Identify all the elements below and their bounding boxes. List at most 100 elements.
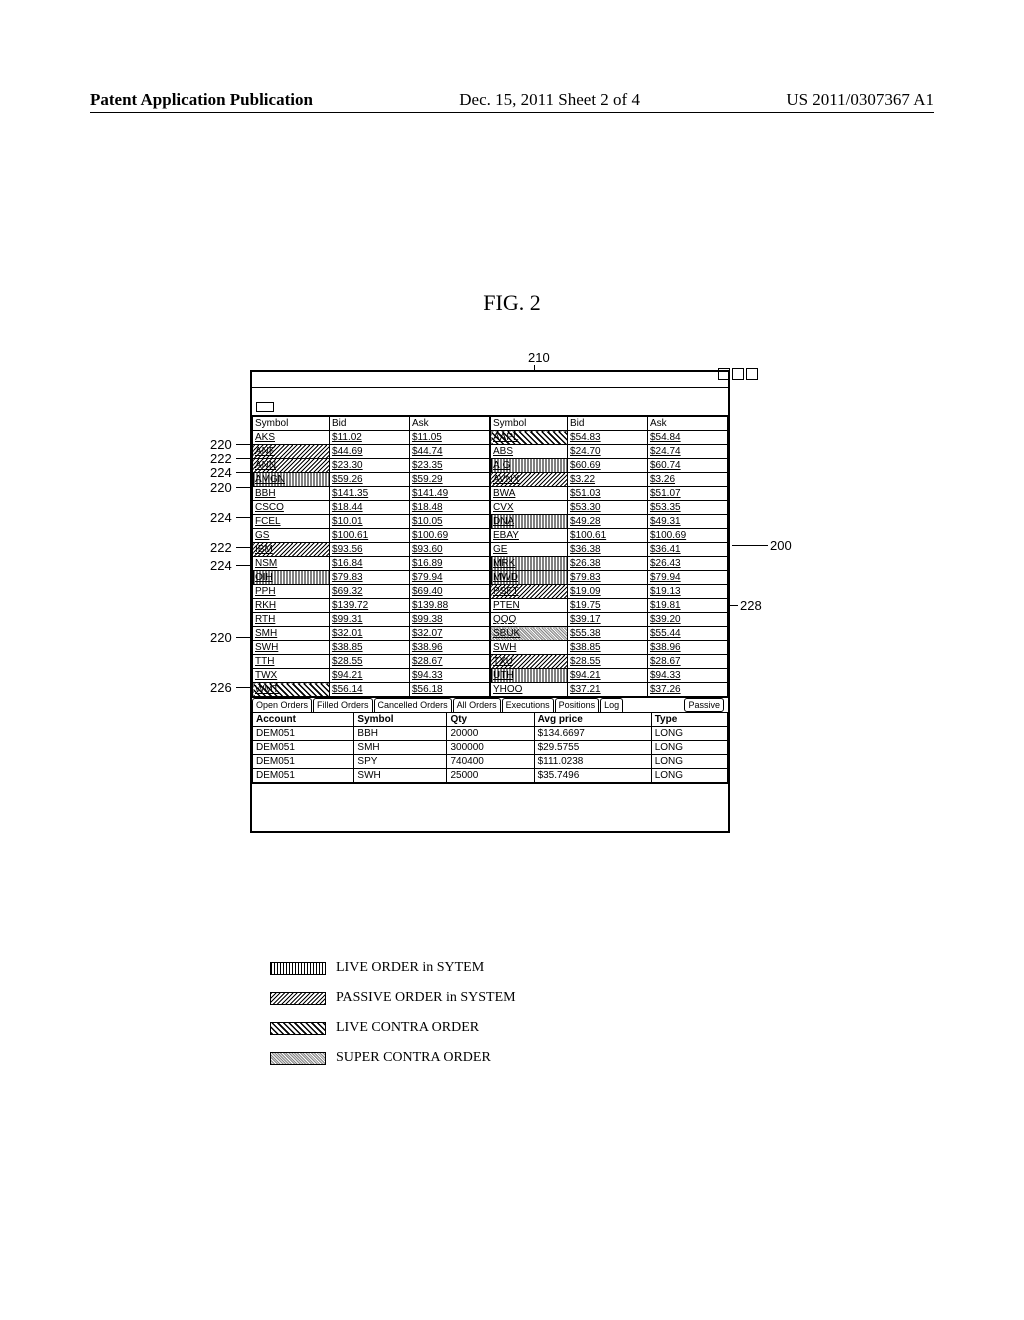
quote-row[interactable]: GE$36.38$36.41 <box>491 543 728 557</box>
ask-cell: $19.81 <box>648 599 728 613</box>
quote-row[interactable]: RKH$139.72$139.88 <box>253 599 490 613</box>
tab[interactable]: All Orders <box>453 698 501 712</box>
quote-row[interactable]: SWH$38.85$38.96 <box>491 641 728 655</box>
ask-cell: $94.33 <box>648 669 728 683</box>
legend-row: LIVE ORDER in SYTEM <box>270 960 516 976</box>
order-row[interactable]: DEM051SMH300000$29.5755LONG <box>253 741 728 755</box>
order-cell: SMH <box>354 741 447 755</box>
col-header: Symbol <box>253 417 330 431</box>
quote-row[interactable]: TXU$28.55$28.67 <box>491 655 728 669</box>
quote-row[interactable]: CSCO$18.44$18.48 <box>253 501 490 515</box>
quote-row[interactable]: YHOO$37.21$37.26 <box>491 683 728 697</box>
callout-220c: 220 <box>210 630 232 645</box>
quote-row[interactable]: BWA$51.03$51.07 <box>491 487 728 501</box>
symbol-cell: RKH <box>253 599 330 613</box>
ask-cell: $100.69 <box>410 529 490 543</box>
ask-cell: $51.07 <box>648 487 728 501</box>
order-cell: 300000 <box>447 741 534 755</box>
ask-cell: $54.84 <box>648 431 728 445</box>
quote-row[interactable]: QQQ$39.17$39.20 <box>491 613 728 627</box>
legend-label: LIVE ORDER in SYTEM <box>336 960 484 976</box>
tab[interactable]: Executions <box>502 698 554 712</box>
quote-row[interactable]: NSM$16.84$16.89 <box>253 557 490 571</box>
bid-cell: $93.56 <box>330 543 410 557</box>
header-right: US 2011/0307367 A1 <box>786 90 934 110</box>
order-row[interactable]: DEM051SWH25000$35.7496LONG <box>253 769 728 783</box>
ask-cell: $38.96 <box>410 641 490 655</box>
ask-cell: $16.89 <box>410 557 490 571</box>
quote-row[interactable]: BBH$141.35$141.49 <box>253 487 490 501</box>
symbol-cell: GE <box>491 543 568 557</box>
symbol-cell: TWX <box>253 669 330 683</box>
quote-row[interactable]: ANF$44.69$44.74 <box>253 445 490 459</box>
bid-cell: $28.55 <box>568 655 648 669</box>
ask-cell: $24.74 <box>648 445 728 459</box>
quote-row[interactable]: OIH$79.83$79.94 <box>253 571 490 585</box>
legend-row: LIVE CONTRA ORDER <box>270 1020 516 1036</box>
ask-cell: $79.94 <box>648 571 728 585</box>
quote-row[interactable]: ANN$23.30$23.35 <box>253 459 490 473</box>
order-cell: $29.5755 <box>534 741 651 755</box>
quote-row[interactable]: ABS$24.70$24.74 <box>491 445 728 459</box>
symbol-cell: ABS <box>491 445 568 459</box>
quote-row[interactable]: GS$100.61$100.69 <box>253 529 490 543</box>
quote-row[interactable]: DNA$49.28$49.31 <box>491 515 728 529</box>
callout-228: 228 <box>740 598 762 613</box>
symbol-cell: OIH <box>253 571 330 585</box>
passive-button[interactable]: Passive <box>684 698 724 712</box>
quote-row[interactable]: MRK$26.38$26.43 <box>491 557 728 571</box>
quote-row[interactable]: CVX$53.30$53.35 <box>491 501 728 515</box>
symbol-cell: SMH <box>253 627 330 641</box>
quote-row[interactable]: IBM$93.56$93.60 <box>253 543 490 557</box>
ask-cell: $38.96 <box>648 641 728 655</box>
bid-cell: $19.75 <box>568 599 648 613</box>
order-row[interactable]: DEM051BBH20000$134.6697LONG <box>253 727 728 741</box>
quote-row[interactable]: AKS$11.02$11.05 <box>253 431 490 445</box>
close-button[interactable] <box>746 368 758 380</box>
quote-row[interactable]: FCEL$10.01$10.05 <box>253 515 490 529</box>
tab[interactable]: Filled Orders <box>313 698 373 712</box>
quote-row[interactable]: SWH$38.85$38.96 <box>253 641 490 655</box>
col-header: Qty <box>447 713 534 727</box>
quote-row[interactable]: AMGN$59.26$59.29 <box>253 473 490 487</box>
toolbar-menu-icon[interactable] <box>256 402 274 412</box>
quote-row[interactable]: MWD$79.83$79.94 <box>491 571 728 585</box>
quote-row[interactable]: AIG$60.69$60.74 <box>491 459 728 473</box>
bid-cell: $79.83 <box>330 571 410 585</box>
bid-cell: $69.32 <box>330 585 410 599</box>
bid-cell: $54.83 <box>568 431 648 445</box>
symbol-cell: AVNX <box>491 473 568 487</box>
bid-cell: $26.38 <box>568 557 648 571</box>
orders-table: AccountSymbolQtyAvg priceTypeDEM051BBH20… <box>252 712 728 783</box>
max-button[interactable] <box>732 368 744 380</box>
symbol-cell: GS <box>253 529 330 543</box>
legend: LIVE ORDER in SYTEMPASSIVE ORDER in SYST… <box>270 960 516 1080</box>
order-row[interactable]: DEM051SPY740400$111.0238LONG <box>253 755 728 769</box>
tab[interactable]: Log <box>600 698 623 712</box>
header-left: Patent Application Publication <box>90 90 313 110</box>
quote-row[interactable]: TWX$94.21$94.33 <box>253 669 490 683</box>
ask-cell: $28.67 <box>648 655 728 669</box>
quote-row[interactable]: SMH$32.01$32.07 <box>253 627 490 641</box>
quote-row[interactable]: SBUK$55.38$55.44 <box>491 627 728 641</box>
quote-table-left: SymbolBidAskAKS$11.02$11.05ANF$44.69$44.… <box>252 416 490 697</box>
quote-row[interactable]: WMT$56.14$56.18 <box>253 683 490 697</box>
symbol-cell: PSFT <box>491 585 568 599</box>
ask-cell: $44.74 <box>410 445 490 459</box>
ask-cell: $23.35 <box>410 459 490 473</box>
quote-row[interactable]: AAPL$54.83$54.84 <box>491 431 728 445</box>
quote-row[interactable]: PPH$69.32$69.40 <box>253 585 490 599</box>
quote-row[interactable]: RTH$99.31$99.38 <box>253 613 490 627</box>
tab[interactable]: Positions <box>555 698 600 712</box>
min-button[interactable] <box>718 368 730 380</box>
tab[interactable]: Cancelled Orders <box>374 698 452 712</box>
quote-row[interactable]: EBAY$100.61$100.69 <box>491 529 728 543</box>
quote-row[interactable]: TTH$28.55$28.67 <box>253 655 490 669</box>
quote-row[interactable]: AVNX$3.22$3.26 <box>491 473 728 487</box>
quote-row[interactable]: PSFT$19.09$19.13 <box>491 585 728 599</box>
ask-cell: $11.05 <box>410 431 490 445</box>
tab[interactable]: Open Orders <box>252 698 312 712</box>
callout-220a: 220 <box>210 437 232 452</box>
quote-row[interactable]: PTEN$19.75$19.81 <box>491 599 728 613</box>
quote-row[interactable]: UTH$94.21$94.33 <box>491 669 728 683</box>
